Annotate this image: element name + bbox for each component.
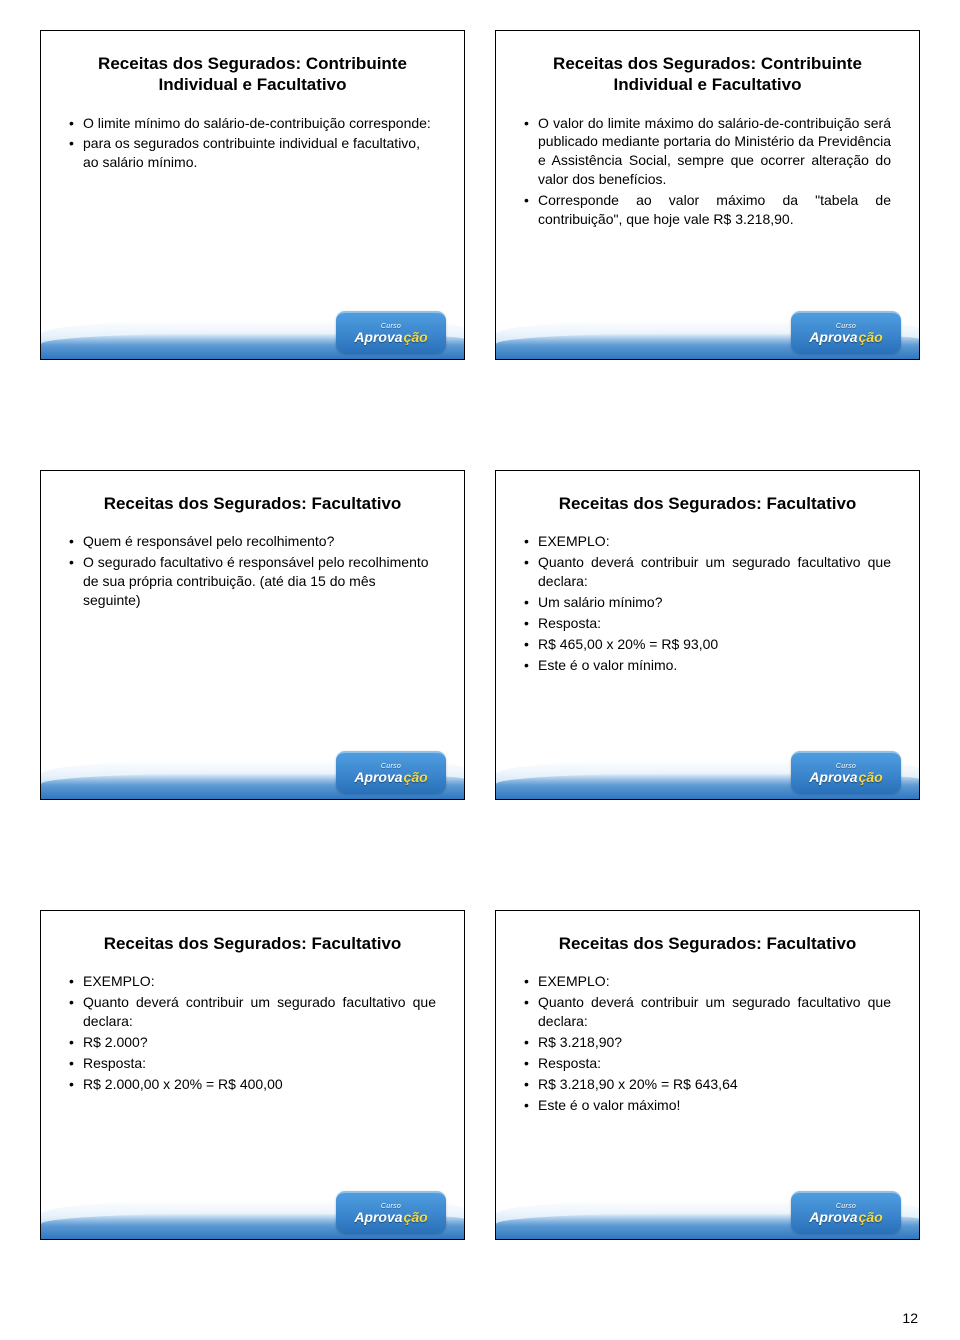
bullet-item: Resposta: — [524, 614, 891, 633]
slide-body: EXEMPLO: Quanto deverá contribuir um segu… — [524, 972, 891, 1116]
page-number: 12 — [902, 1310, 918, 1326]
slide-title: Receitas dos Segurados: Facultativo — [524, 933, 891, 954]
bullet-item: Quem é responsável pelo recolhimento? — [69, 532, 436, 551]
bullet-item: R$ 2.000? — [69, 1033, 436, 1052]
slide-title: Receitas dos Segurados: Contribuinte Ind… — [524, 53, 891, 96]
bullet-item: EXEMPLO: — [524, 532, 891, 551]
bullet-item: para os segurados contribuinte individua… — [69, 134, 436, 172]
slide: Receitas dos Segurados: Facultativo EXEMP… — [40, 910, 465, 1240]
bullet-item: Quanto deverá contribuir um segurado fac… — [69, 993, 436, 1031]
bullet-list: Quem é responsável pelo recolhimento? O s… — [69, 532, 436, 610]
bullet-list: O limite mínimo do salário-de-contribuiç… — [69, 114, 436, 173]
slide: Receitas dos Segurados: Facultativo Quem … — [40, 470, 465, 800]
badge-main-text: Aprovação — [354, 330, 427, 344]
slide: Receitas dos Segurados: Contribuinte Ind… — [40, 30, 465, 360]
slides-grid: Receitas dos Segurados: Contribuinte Ind… — [40, 30, 920, 1240]
badge-main-text: Aprovação — [809, 770, 882, 784]
badge-main-text: Aprovação — [809, 330, 882, 344]
slide: Receitas dos Segurados: Contribuinte Ind… — [495, 30, 920, 360]
slide-footer: CursoAprovação — [496, 307, 919, 359]
slide-body: Quem é responsável pelo recolhimento? O s… — [69, 532, 436, 612]
bullet-item: R$ 3.218,90 x 20% = R$ 643,64 — [524, 1075, 891, 1094]
bullet-item: Quanto deverá contribuir um segurado fac… — [524, 553, 891, 591]
bullet-item: O segurado facultativo é responsável pel… — [69, 553, 436, 610]
aprovacao-badge: CursoAprovação — [791, 311, 901, 353]
bullet-item: Resposta: — [69, 1054, 436, 1073]
bullet-item: O limite mínimo do salário-de-contribuiç… — [69, 114, 436, 133]
bullet-item: EXEMPLO: — [524, 972, 891, 991]
bullet-item: Corresponde ao valor máximo da "tabela d… — [524, 191, 891, 229]
bullet-list: O valor do limite máximo do salário-de-c… — [524, 114, 891, 229]
slide-body: EXEMPLO: Quanto deverá contribuir um segu… — [69, 972, 436, 1095]
bullet-item: Resposta: — [524, 1054, 891, 1073]
aprovacao-badge: CursoAprovação — [336, 751, 446, 793]
bullet-list: EXEMPLO: Quanto deverá contribuir um segu… — [524, 972, 891, 1114]
slide-footer: CursoAprovação — [41, 747, 464, 799]
slide: Receitas dos Segurados: Facultativo EXEMP… — [495, 470, 920, 800]
aprovacao-badge: CursoAprovação — [336, 311, 446, 353]
aprovacao-badge: CursoAprovação — [336, 1191, 446, 1233]
bullet-item: Quanto deverá contribuir um segurado fac… — [524, 993, 891, 1031]
bullet-item: R$ 465,00 x 20% = R$ 93,00 — [524, 635, 891, 654]
slide-title: Receitas dos Segurados: Facultativo — [69, 933, 436, 954]
bullet-item: O valor do limite máximo do salário-de-c… — [524, 114, 891, 190]
bullet-item: Este é o valor máximo! — [524, 1096, 891, 1115]
slide-title: Receitas dos Segurados: Facultativo — [524, 493, 891, 514]
aprovacao-badge: CursoAprovação — [791, 751, 901, 793]
slide-footer: CursoAprovação — [496, 1187, 919, 1239]
slide-title: Receitas dos Segurados: Facultativo — [69, 493, 436, 514]
slide: Receitas dos Segurados: Facultativo EXEMP… — [495, 910, 920, 1240]
bullet-item: R$ 2.000,00 x 20% = R$ 400,00 — [69, 1075, 436, 1094]
slide-footer: CursoAprovação — [41, 1187, 464, 1239]
bullet-item: R$ 3.218,90? — [524, 1033, 891, 1052]
slide-body: EXEMPLO: Quanto deverá contribuir um segu… — [524, 532, 891, 676]
badge-main-text: Aprovação — [809, 1210, 882, 1224]
aprovacao-badge: CursoAprovação — [791, 1191, 901, 1233]
bullet-item: Este é o valor mínimo. — [524, 656, 891, 675]
badge-main-text: Aprovação — [354, 1210, 427, 1224]
slide-body: O valor do limite máximo do salário-de-c… — [524, 114, 891, 231]
slide-footer: CursoAprovação — [41, 307, 464, 359]
slide-footer: CursoAprovação — [496, 747, 919, 799]
bullet-item: EXEMPLO: — [69, 972, 436, 991]
badge-main-text: Aprovação — [354, 770, 427, 784]
bullet-list: EXEMPLO: Quanto deverá contribuir um segu… — [524, 532, 891, 674]
slide-title: Receitas dos Segurados: Contribuinte Ind… — [69, 53, 436, 96]
bullet-list: EXEMPLO: Quanto deverá contribuir um segu… — [69, 972, 436, 1093]
bullet-item: Um salário mínimo? — [524, 593, 891, 612]
slide-body: O limite mínimo do salário-de-contribuiç… — [69, 114, 436, 175]
